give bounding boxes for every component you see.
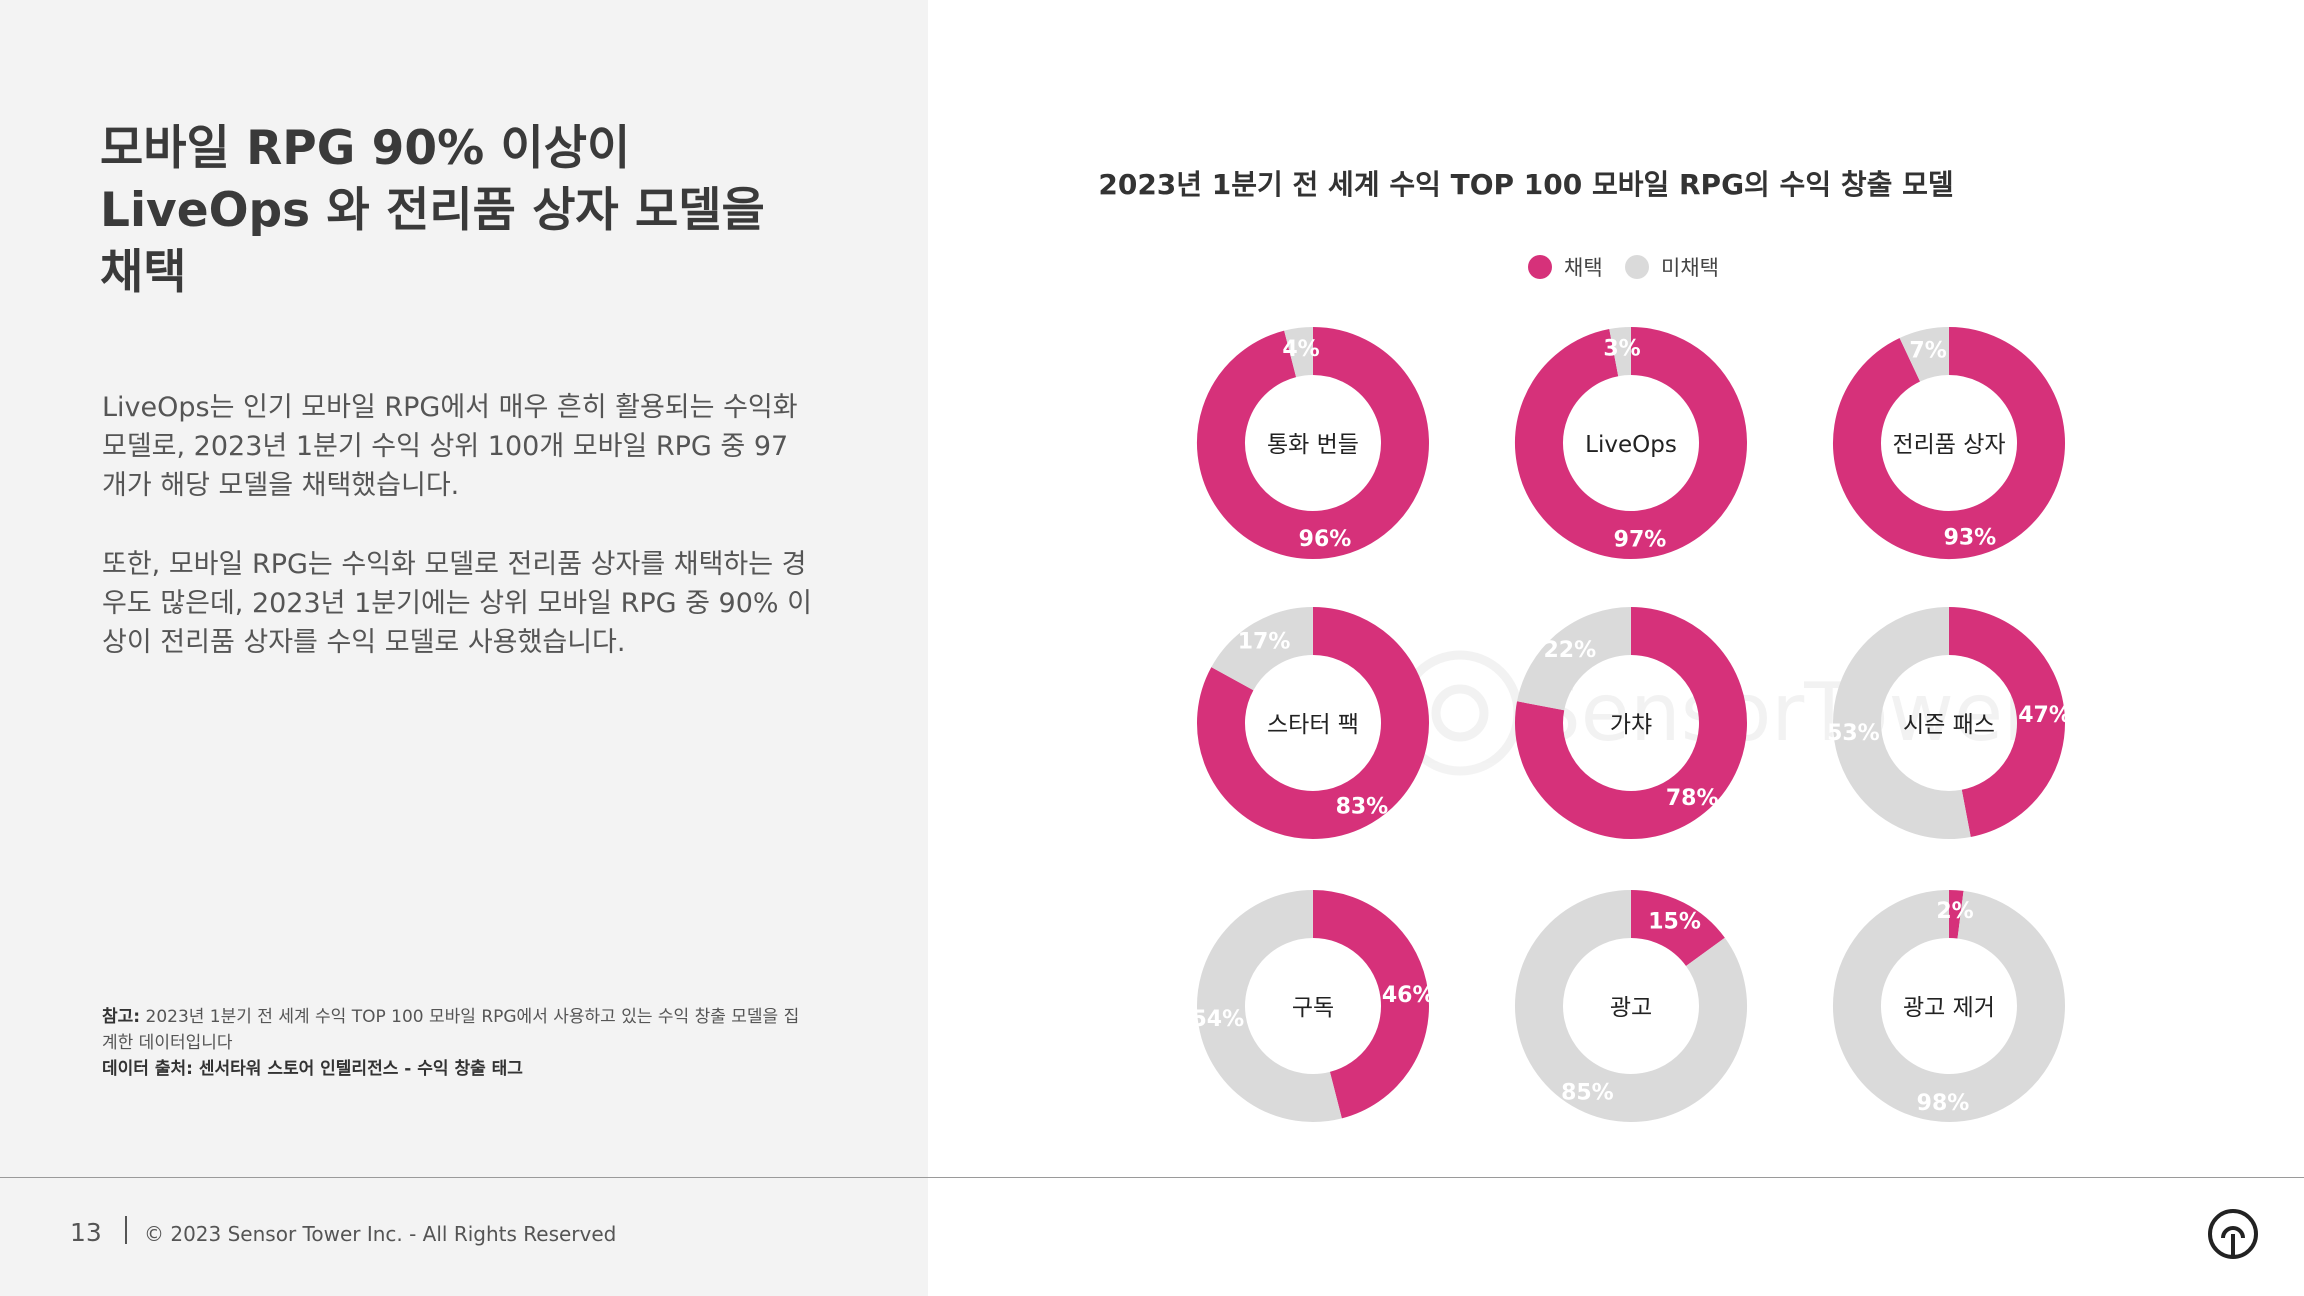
donut-slice-adopted	[1833, 327, 2065, 559]
donut-center-label: 광고	[1610, 995, 1652, 1021]
legend-label-not-adopted: 미채택	[1661, 256, 1719, 280]
data-label-not-adopted: 98%	[1917, 1091, 1970, 1116]
data-label-not-adopted: 3%	[1603, 336, 1640, 361]
data-label-adopted: 96%	[1299, 527, 1352, 552]
donut-slice-adopted	[1948, 607, 2065, 837]
notes-section: 참고: 2023년 1분기 전 세계 수익 TOP 100 모바일 RPG에서 …	[102, 1004, 812, 1082]
donut-2: LiveOps 97% 3%	[1515, 327, 1747, 559]
donut-slice-not-adopted	[1517, 607, 1632, 712]
copyright: © 2023 Sensor Tower Inc. - All Rights Re…	[144, 1222, 617, 1246]
note-text: 2023년 1분기 전 세계 수익 TOP 100 모바일 RPG에서 사용하고…	[102, 1007, 800, 1053]
donut-slice-not-adopted	[1197, 890, 1342, 1122]
data-label-not-adopted: 4%	[1282, 337, 1319, 362]
donut-center-label: 시즌 패스	[1903, 712, 1995, 738]
donut-center-label: 가챠	[1610, 712, 1652, 738]
donut-slice-adopted	[1197, 327, 1429, 559]
donut-center-label: LiveOps	[1585, 432, 1677, 458]
legend-swatch-adopted	[1528, 255, 1552, 279]
data-label-not-adopted: 53%	[1827, 721, 1880, 746]
data-source: 데이터 출처: 센서타워 스토어 인텔리전스 - 수익 창출 태그	[102, 1056, 812, 1082]
data-label-adopted: 97%	[1614, 528, 1667, 553]
donut-slice-adopted	[1630, 890, 1725, 967]
donut-slice-adopted	[1312, 890, 1429, 1119]
donut-5: 가챠 78% 22%	[1515, 607, 1747, 839]
donut-9: 광고 제거 2% 98%	[1832, 890, 2065, 1122]
donut-chart-grid: SensorTower 2023년 1분기 전 세계 수익 TOP 100 모바…	[1098, 168, 2071, 1122]
body-paragraph-1: LiveOps는 인기 모바일 RPG에서 매우 흔히 활용되는 수익화 모델로…	[102, 392, 798, 501]
donut-7: 구독 46% 54%	[1191, 890, 1435, 1122]
donut-slice-adopted	[1948, 890, 1964, 939]
donut-slice-adopted	[1197, 607, 1429, 839]
donut-6: 시즌 패스 47% 53%	[1827, 607, 2071, 839]
page-number: 13	[70, 1218, 102, 1247]
donut-3: 전리품 상자 93% 7%	[1833, 327, 2065, 559]
donut-slice-not-adopted	[1211, 607, 1314, 692]
note: 참고: 2023년 1분기 전 세계 수익 TOP 100 모바일 RPG에서 …	[102, 1004, 812, 1056]
footer-divider	[0, 1177, 2304, 1178]
data-label-not-adopted: 22%	[1543, 638, 1596, 663]
donut-center-label: 광고 제거	[1903, 995, 1995, 1021]
donuts: 통화 번들 96% 4% LiveOps 97% 3% 전리품 상자 93% 7% 스타터 팩 83…	[1191, 327, 2071, 1122]
note-label: 참고:	[102, 1007, 141, 1027]
left-panel	[0, 0, 928, 1296]
body-paragraph-2: 또한, 모바일 RPG는 수익화 모델로 전리품 상자를 채택하는 경우도 많은…	[102, 549, 812, 658]
watermark-icon-inner	[1431, 684, 1489, 742]
legend-swatch-not-adopted	[1625, 255, 1649, 279]
data-label-adopted: 46%	[1382, 983, 1435, 1008]
data-label-adopted: 83%	[1336, 795, 1389, 820]
legend: 채택 미채택	[1528, 255, 1719, 280]
donut-center-label: 스타터 팩	[1267, 712, 1359, 738]
donut-slice-not-adopted	[1899, 327, 1950, 382]
data-label-not-adopted: 85%	[1561, 1081, 1614, 1106]
donut-4: 스타터 팩 83% 17%	[1197, 607, 1429, 839]
data-label-not-adopted: 54%	[1191, 1007, 1244, 1032]
donut-slice-adopted	[1515, 607, 1747, 839]
data-source-text: 데이터 출처: 센서타워 스토어 인텔리전스 - 수익 창출 태그	[102, 1059, 523, 1079]
data-label-adopted: 15%	[1648, 910, 1701, 935]
watermark: SensorTower	[1397, 650, 2036, 776]
data-label-not-adopted: 17%	[1238, 629, 1291, 654]
donut-center-label: 전리품 상자	[1892, 432, 2005, 458]
donut-slice-not-adopted	[1609, 327, 1632, 377]
donut-center-label: 구독	[1292, 995, 1334, 1021]
data-label-not-adopted: 7%	[1909, 338, 1946, 363]
page-number-separator	[125, 1216, 127, 1244]
donut-slice-not-adopted	[1833, 607, 1971, 839]
data-label-adopted: 93%	[1944, 526, 1997, 551]
donut-slice-not-adopted	[1515, 890, 1747, 1122]
page-title: 모바일 RPG 90% 이상이 LiveOps 와 전리품 상자 모델을 채택	[100, 121, 765, 300]
donut-center-label: 통화 번들	[1267, 432, 1359, 458]
donut-1: 통화 번들 96% 4%	[1197, 327, 1429, 559]
donut-8: 광고 15% 85%	[1515, 890, 1747, 1122]
donut-slice-adopted	[1515, 327, 1747, 559]
data-label-adopted: 47%	[2018, 703, 2071, 728]
data-label-adopted: 78%	[1666, 786, 1719, 811]
donut-slice-not-adopted	[1284, 327, 1314, 378]
legend-label-adopted: 채택	[1564, 256, 1603, 280]
data-label-adopted: 2%	[1936, 899, 1973, 924]
donut-slice-not-adopted	[1832, 890, 2065, 1122]
chart-title: 2023년 1분기 전 세계 수익 TOP 100 모바일 RPG의 수익 창출…	[1098, 168, 1953, 201]
watermark-text: SensorTower	[1530, 666, 2036, 759]
sensor-tower-logo-icon	[2208, 1209, 2258, 1259]
